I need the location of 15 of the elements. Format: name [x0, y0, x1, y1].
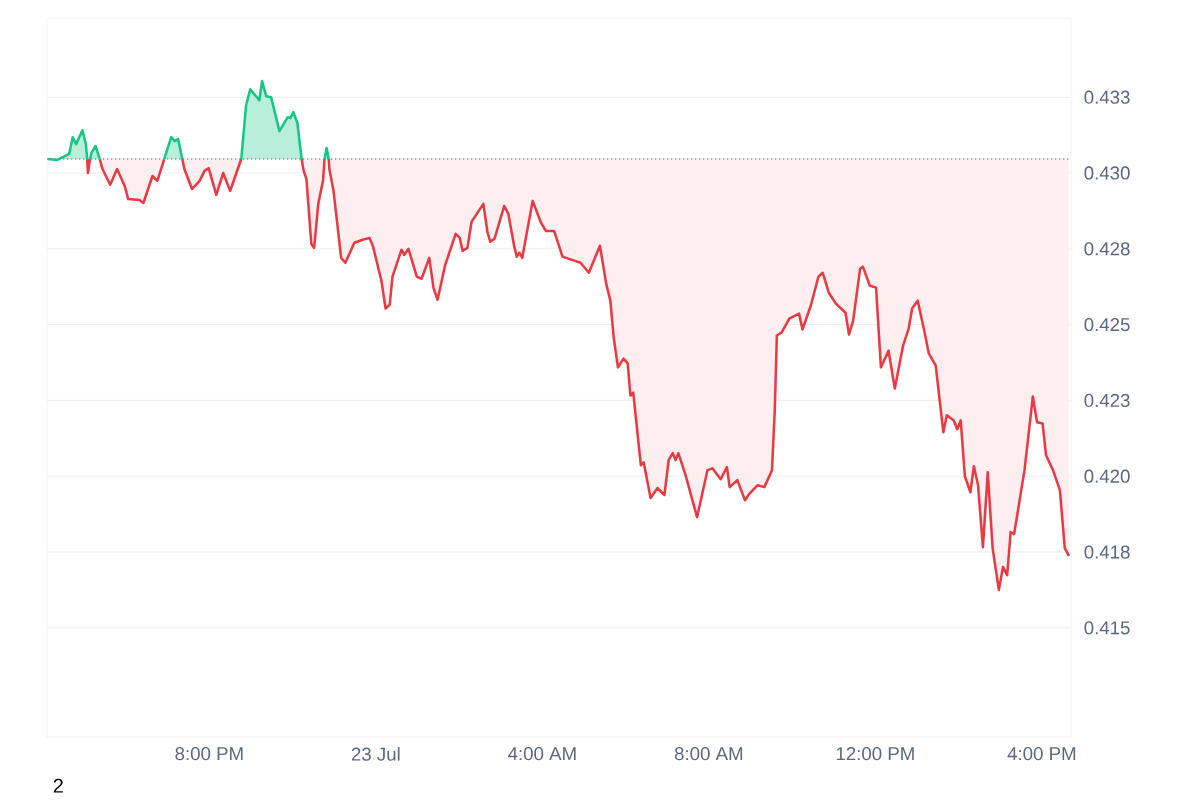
y-tick-label: 0.433: [1084, 90, 1130, 104]
y-tick-label: 0.418: [1084, 545, 1130, 559]
y-tick-label: 0.420: [1084, 469, 1130, 483]
x-tick-label: 4:00 PM: [1007, 747, 1076, 761]
y-tick-label: 0.415: [1084, 621, 1130, 635]
x-tick-label: 4:00 AM: [508, 747, 576, 761]
x-tick-label: 8:00 PM: [175, 747, 243, 761]
y-tick-label: 0.430: [1084, 166, 1130, 180]
x-tick-label: 8:00 AM: [674, 747, 743, 761]
x-tick-label: 12:00 PM: [836, 747, 914, 761]
y-tick-label: 0.425: [1084, 317, 1130, 332]
text: 2: [53, 778, 63, 793]
y-tick-label: 0.428: [1084, 242, 1130, 256]
x-tick-label: 23 Jul: [351, 747, 400, 761]
y-tick-label: 0.423: [1084, 393, 1130, 408]
